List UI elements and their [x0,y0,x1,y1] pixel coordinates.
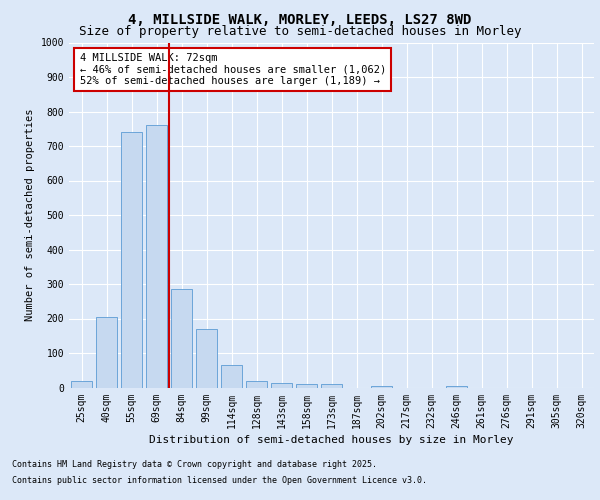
Bar [446,386,467,388]
Y-axis label: Number of semi-detached properties: Number of semi-detached properties [25,109,35,322]
Bar [171,289,192,388]
Text: 4, MILLSIDE WALK, MORLEY, LEEDS, LS27 8WD: 4, MILLSIDE WALK, MORLEY, LEEDS, LS27 8W… [128,12,472,26]
Bar [96,317,117,388]
Bar [321,384,342,388]
Text: Size of property relative to semi-detached houses in Morley: Size of property relative to semi-detach… [79,25,521,38]
Bar [196,329,217,388]
Bar [371,386,392,388]
Bar [271,382,292,388]
Bar [121,132,142,388]
X-axis label: Distribution of semi-detached houses by size in Morley: Distribution of semi-detached houses by … [149,434,514,444]
Bar [221,365,242,388]
Bar [146,126,167,388]
Bar [296,384,317,388]
Text: 4 MILLSIDE WALK: 72sqm
← 46% of semi-detached houses are smaller (1,062)
52% of : 4 MILLSIDE WALK: 72sqm ← 46% of semi-det… [79,53,386,86]
Text: Contains public sector information licensed under the Open Government Licence v3: Contains public sector information licen… [12,476,427,485]
Bar [246,382,267,388]
Text: Contains HM Land Registry data © Crown copyright and database right 2025.: Contains HM Land Registry data © Crown c… [12,460,377,469]
Bar [71,380,92,388]
